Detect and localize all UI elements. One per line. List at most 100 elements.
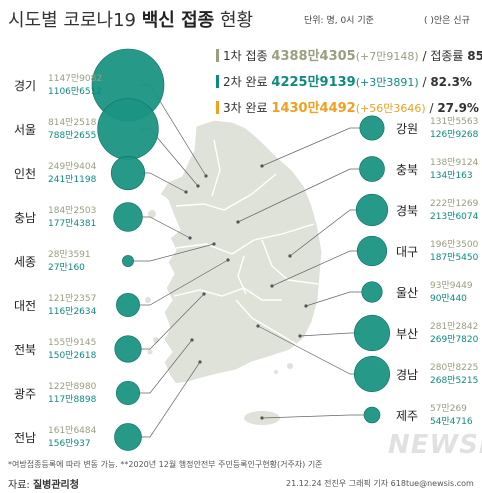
region-label-6: 대전 121만2357 116만2634 bbox=[10, 289, 118, 321]
bubble-7 bbox=[114, 335, 142, 363]
region-name: 제주 bbox=[396, 409, 419, 423]
second-dose-value: 269만7820 bbox=[430, 335, 479, 345]
map-island bbox=[147, 349, 153, 355]
region-name: 강원 bbox=[396, 122, 419, 136]
new-note: ( )안은 신규 bbox=[424, 16, 470, 26]
region-name: 대전 bbox=[14, 299, 37, 313]
region-label-5: 세종 28만3591 27만160 bbox=[10, 245, 118, 277]
bubble-6 bbox=[116, 293, 140, 317]
leader-line-7 bbox=[140, 293, 205, 350]
region-label-7: 전북 155만9145 150만2618 bbox=[10, 333, 118, 365]
bubble-12 bbox=[355, 193, 389, 227]
leader-line-14 bbox=[305, 291, 362, 307]
map-island bbox=[145, 297, 151, 303]
region-name: 인천 bbox=[14, 167, 37, 181]
watermark-logo: NEWSIS bbox=[388, 430, 482, 460]
map-border bbox=[261, 239, 319, 285]
map-anchor-dot bbox=[188, 236, 192, 240]
summary-second-dose: 2차 완료 4225만9139(+3만3891) / 82.3% bbox=[216, 71, 472, 90]
second-dose-value: 213만6074 bbox=[430, 212, 479, 222]
first-dose-value: 814만2518 bbox=[48, 118, 97, 128]
first-dose-value: 281만2842 bbox=[430, 322, 479, 332]
bubble-4 bbox=[113, 202, 143, 232]
map-anchor-dot bbox=[202, 292, 206, 296]
bubble-9 bbox=[114, 423, 142, 451]
first-dose-value: 138만9124 bbox=[430, 158, 479, 168]
map-anchor-dot bbox=[190, 338, 194, 342]
bubble-13 bbox=[356, 235, 388, 267]
map-border bbox=[175, 223, 315, 255]
region-label-3: 인천 249만9404 241만1198 bbox=[10, 157, 118, 189]
leader-line-9 bbox=[140, 361, 201, 438]
bubble-3 bbox=[110, 155, 146, 191]
second-dose-value: 54만4716 bbox=[430, 417, 473, 427]
leader-line-13 bbox=[271, 250, 360, 287]
bubble-5 bbox=[122, 255, 134, 267]
map-anchor-dot bbox=[288, 254, 292, 258]
map-border bbox=[173, 287, 282, 301]
map-border bbox=[211, 139, 221, 197]
region-label-15: 부산 281만2842 269만7820 bbox=[388, 317, 482, 349]
leader-line-5 bbox=[133, 243, 215, 262]
footnote: *여방접종등록에 따라 변동 가능. **2020년 12월 행정안전부 주민등… bbox=[8, 460, 323, 469]
map-anchor-dot bbox=[256, 324, 260, 328]
region-name: 대구 bbox=[396, 245, 419, 259]
map-anchor-dot bbox=[212, 242, 216, 246]
second-dose-value: 126만9268 bbox=[430, 130, 479, 140]
second-dose-value: 187만5450 bbox=[430, 253, 479, 263]
first-dose-value: 196만3500 bbox=[430, 240, 479, 250]
region-label-9: 전남 161만6484 156만937 bbox=[10, 421, 118, 453]
summary-marker bbox=[216, 75, 219, 88]
unit-note: 단위: 명, 0시 기준 bbox=[304, 16, 374, 26]
second-dose-value: 90만440 bbox=[430, 294, 467, 304]
first-dose-value: 249만9404 bbox=[48, 162, 97, 172]
map-island bbox=[274, 370, 278, 374]
map-anchor-dot bbox=[196, 184, 200, 188]
second-dose-value: 116만2634 bbox=[48, 307, 97, 317]
region-name: 광주 bbox=[14, 387, 37, 401]
second-dose-value: 156만937 bbox=[48, 439, 91, 449]
first-dose-value: 131만5563 bbox=[430, 117, 479, 127]
region-label-12: 경북 222만1269 213만6074 bbox=[388, 194, 482, 226]
first-dose-value: 280만8225 bbox=[430, 363, 479, 373]
summary-third-dose: 3차 완료 1430만4492(+56만3646) / 27.9% bbox=[216, 97, 479, 116]
region-label-16: 경남 280만8225 268만5215 bbox=[388, 358, 482, 390]
region-name: 부산 bbox=[396, 327, 419, 341]
leader-line-8 bbox=[139, 339, 193, 394]
region-name: 경기 bbox=[14, 79, 37, 93]
map-anchor-dot bbox=[198, 360, 202, 364]
bubble-11 bbox=[359, 156, 385, 182]
map-border bbox=[237, 255, 247, 295]
second-dose-value: 117만8898 bbox=[48, 395, 97, 405]
leader-line-15 bbox=[299, 332, 360, 337]
bubble-14 bbox=[361, 281, 383, 303]
region-label-13: 대구 196만3500 187만5450 bbox=[388, 235, 482, 267]
second-dose-value: 1106만6512 bbox=[48, 87, 103, 97]
region-name: 울산 bbox=[396, 286, 419, 300]
first-dose-value: 93만9449 bbox=[430, 281, 473, 291]
leader-line-6 bbox=[139, 259, 229, 306]
leader-line-11 bbox=[237, 168, 360, 223]
first-dose-value: 28만3591 bbox=[48, 250, 91, 260]
map-anchor-dot bbox=[298, 334, 302, 338]
region-name: 전남 bbox=[14, 431, 37, 445]
korea-map bbox=[145, 119, 323, 425]
second-dose-value: 177만4381 bbox=[48, 219, 97, 229]
second-dose-value: 27만160 bbox=[48, 263, 85, 273]
region-label-14: 울산 93만9449 90만440 bbox=[388, 276, 482, 308]
region-name: 전북 bbox=[14, 343, 37, 357]
leader-line-10 bbox=[261, 127, 360, 167]
map-anchor-dot bbox=[204, 174, 208, 178]
map-anchor-dot bbox=[270, 284, 274, 288]
summary-first-dose: 1차 접종 4388만4305(+7만9148) / 접종률 85.5% bbox=[216, 45, 482, 64]
region-name: 세종 bbox=[14, 255, 37, 269]
region-label-17: 제주 57만269 54만4716 bbox=[388, 399, 482, 431]
second-dose-value: 150만2618 bbox=[48, 351, 97, 361]
bubble-10 bbox=[359, 115, 385, 141]
second-dose-value: 241만1198 bbox=[48, 175, 97, 185]
region-name: 경북 bbox=[396, 204, 419, 218]
summary-marker bbox=[216, 101, 219, 114]
bubbles bbox=[91, 48, 391, 451]
source-line: 자료: 질병관리청 bbox=[8, 480, 79, 491]
